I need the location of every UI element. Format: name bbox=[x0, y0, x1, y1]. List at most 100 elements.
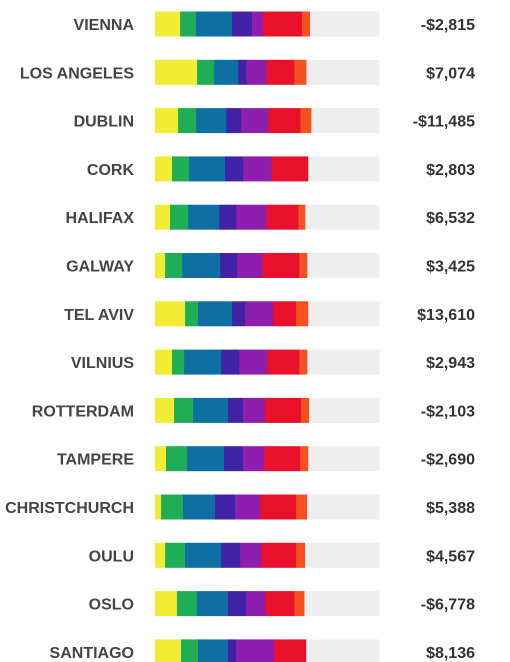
category-label: VILNIUS bbox=[71, 355, 134, 372]
bar-row: SANTIAGO $8,136 bbox=[50, 639, 475, 662]
bar-segment bbox=[155, 253, 166, 278]
value-label: $3,425 bbox=[426, 259, 475, 276]
bar-segment bbox=[301, 397, 310, 423]
value-label: $2,803 bbox=[426, 162, 475, 179]
category-label: OULU bbox=[89, 548, 134, 565]
bar-track bbox=[305, 542, 380, 568]
category-label: OSLO bbox=[89, 597, 134, 614]
bar-segment bbox=[265, 591, 295, 617]
bar-segment bbox=[180, 639, 199, 662]
bar-segment bbox=[237, 253, 263, 278]
bar-segment bbox=[223, 446, 244, 472]
bar-segment bbox=[264, 397, 302, 423]
bar-segment bbox=[155, 11, 181, 37]
bar-segment bbox=[170, 204, 189, 230]
bar-row: GALWAY $3,425 bbox=[66, 253, 475, 278]
bar-segment bbox=[251, 11, 264, 37]
bar-segment bbox=[165, 446, 188, 472]
bar-segment bbox=[165, 542, 186, 568]
value-label: $6,532 bbox=[426, 210, 475, 227]
bar-track bbox=[309, 397, 380, 423]
bar-segment bbox=[182, 253, 221, 278]
bar-segment bbox=[236, 204, 267, 230]
bar-segment bbox=[155, 59, 198, 85]
bar-segment bbox=[245, 301, 274, 327]
category-label: LOS ANGELES bbox=[20, 65, 134, 82]
bar-segment bbox=[155, 349, 173, 375]
bar-segment bbox=[161, 494, 184, 520]
category-label: VIENNA bbox=[74, 17, 135, 34]
bar-segment bbox=[221, 542, 241, 568]
bar-segment bbox=[183, 494, 216, 520]
bar-segment bbox=[246, 591, 266, 617]
bar-segment bbox=[187, 446, 225, 472]
bar-segment bbox=[226, 108, 242, 134]
bar-track bbox=[311, 108, 380, 134]
bar-segment bbox=[155, 204, 171, 230]
bar-segment bbox=[267, 349, 300, 375]
bar-row: VIENNA -$2,815 bbox=[74, 11, 475, 37]
value-label: -$6,778 bbox=[421, 597, 475, 614]
bar-segment bbox=[266, 59, 295, 85]
bar-segment bbox=[266, 204, 299, 230]
bar-segment bbox=[155, 494, 162, 520]
bar-segment bbox=[172, 156, 190, 182]
bar-segment bbox=[238, 59, 247, 85]
bar-segment bbox=[215, 494, 236, 520]
bar-row: VILNIUS $2,943 bbox=[71, 349, 475, 375]
bar-segment bbox=[261, 542, 297, 568]
bar-segment bbox=[262, 11, 303, 37]
bar-track bbox=[307, 253, 380, 278]
category-label: GALWAY bbox=[66, 259, 134, 276]
bar-segment bbox=[239, 349, 268, 375]
bar-segment bbox=[198, 639, 229, 662]
category-label: SANTIAGO bbox=[50, 645, 134, 662]
bar-segment bbox=[232, 11, 253, 37]
bar-segment bbox=[180, 11, 197, 37]
category-label: TEL AVIV bbox=[64, 307, 134, 324]
value-label: $5,388 bbox=[426, 500, 475, 517]
bar-segment bbox=[189, 156, 226, 182]
bar-segment bbox=[296, 542, 306, 568]
bar-segment bbox=[185, 542, 222, 568]
bar-segment bbox=[225, 156, 244, 182]
bar-row: OULU $4,567 bbox=[89, 542, 475, 568]
bar-segment bbox=[298, 204, 306, 230]
bar-track bbox=[305, 204, 380, 230]
bar-segment bbox=[228, 591, 247, 617]
bar-segment bbox=[221, 349, 240, 375]
bar-segment bbox=[296, 494, 308, 520]
category-label: CORK bbox=[87, 162, 135, 179]
category-label: ROTTERDAM bbox=[32, 403, 134, 420]
bar-segment bbox=[155, 446, 167, 472]
bar-track bbox=[307, 349, 380, 375]
bar-segment bbox=[294, 591, 305, 617]
bar-segment bbox=[260, 494, 297, 520]
bar-row: TAMPERE -$2,690 bbox=[57, 446, 475, 472]
value-label: $13,610 bbox=[417, 307, 475, 324]
bar-segment bbox=[273, 301, 297, 327]
bar-segment bbox=[243, 397, 266, 423]
bar-track bbox=[304, 591, 380, 617]
bar-row: CORK $2,803 bbox=[87, 156, 475, 182]
bar-segment bbox=[185, 301, 199, 327]
bar-segment bbox=[155, 639, 182, 662]
category-label: CHRISTCHURCH bbox=[5, 500, 134, 517]
bar-segment bbox=[220, 253, 238, 278]
bar-segment bbox=[196, 591, 229, 617]
bar-segment bbox=[197, 59, 215, 85]
bar-segment bbox=[155, 542, 166, 568]
bar-segment bbox=[155, 591, 178, 617]
bar-track bbox=[310, 11, 380, 37]
value-label: $7,074 bbox=[426, 65, 475, 82]
bar-segment bbox=[155, 397, 175, 423]
bar-segment bbox=[155, 301, 186, 327]
bar-segment bbox=[228, 397, 244, 423]
bar-segment bbox=[155, 108, 179, 134]
bar-segment bbox=[228, 639, 237, 662]
bar-segment bbox=[300, 446, 309, 472]
bar-row: DUBLIN -$11,485 bbox=[74, 108, 475, 134]
bar-segment bbox=[268, 108, 301, 134]
value-label: $8,136 bbox=[426, 645, 475, 662]
bar-segment bbox=[193, 397, 229, 423]
